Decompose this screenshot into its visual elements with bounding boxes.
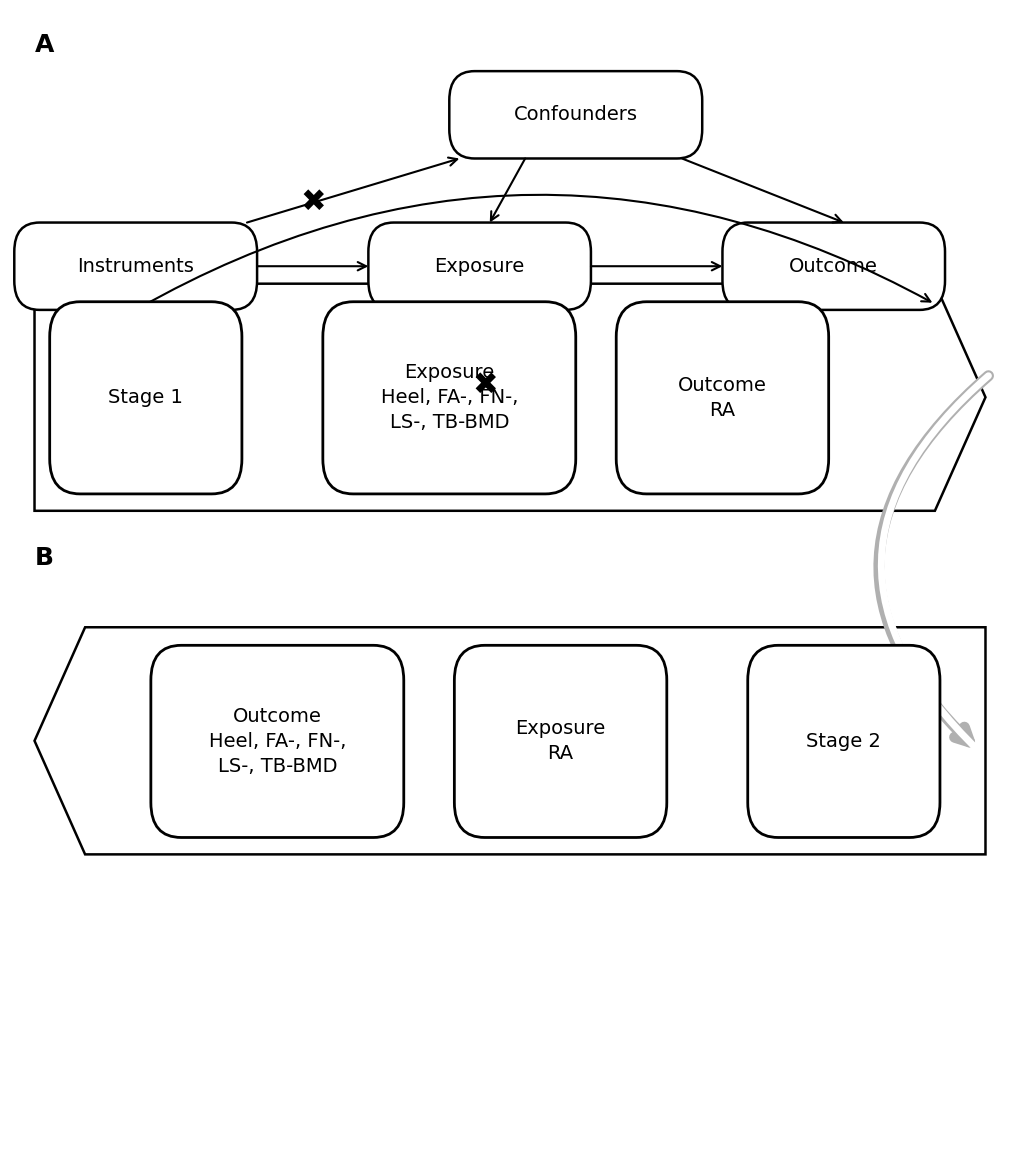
FancyBboxPatch shape (323, 301, 575, 494)
Text: Outcome
RA: Outcome RA (678, 375, 766, 420)
FancyArrowPatch shape (878, 375, 987, 741)
Text: Confounders: Confounders (514, 106, 637, 124)
FancyBboxPatch shape (721, 223, 944, 310)
FancyBboxPatch shape (50, 301, 242, 494)
Polygon shape (35, 628, 984, 854)
Polygon shape (35, 284, 984, 510)
Text: Outcome
Heel, FA-, FN-,
LS-, TB-BMD: Outcome Heel, FA-, FN-, LS-, TB-BMD (209, 707, 345, 775)
Text: Stage 2: Stage 2 (806, 732, 880, 751)
FancyArrowPatch shape (138, 195, 929, 308)
FancyBboxPatch shape (151, 645, 404, 838)
FancyBboxPatch shape (448, 72, 701, 158)
FancyBboxPatch shape (14, 223, 257, 310)
Text: ✖: ✖ (300, 188, 325, 217)
Text: B: B (35, 545, 53, 570)
FancyBboxPatch shape (368, 223, 590, 310)
FancyBboxPatch shape (747, 645, 940, 838)
Text: Outcome: Outcome (789, 257, 877, 276)
FancyBboxPatch shape (453, 645, 666, 838)
Text: ✖: ✖ (472, 371, 497, 400)
Text: Stage 1: Stage 1 (108, 388, 183, 407)
FancyBboxPatch shape (615, 301, 827, 494)
FancyArrowPatch shape (880, 375, 987, 751)
Text: A: A (35, 33, 54, 57)
Text: Exposure
Heel, FA-, FN-,
LS-, TB-BMD: Exposure Heel, FA-, FN-, LS-, TB-BMD (380, 364, 518, 433)
Text: Instruments: Instruments (77, 257, 194, 276)
Text: Exposure
RA: Exposure RA (515, 719, 605, 764)
Text: Exposure: Exposure (434, 257, 524, 276)
